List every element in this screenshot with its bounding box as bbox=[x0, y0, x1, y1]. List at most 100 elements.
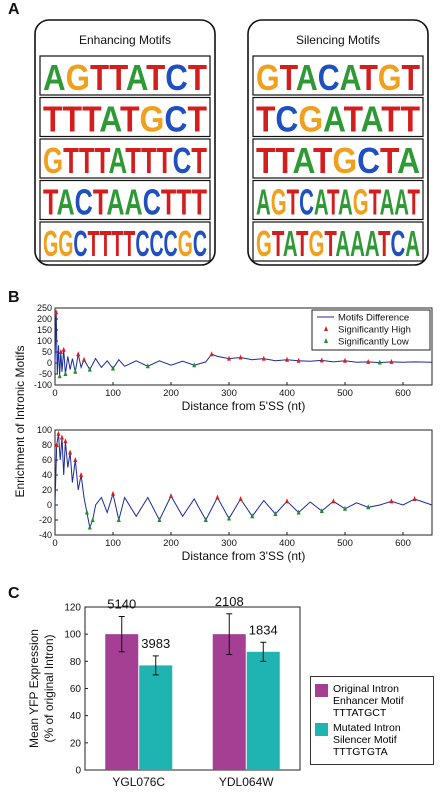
legend-swatch bbox=[315, 684, 328, 697]
marker bbox=[76, 351, 81, 357]
motif: TTTATGCT bbox=[43, 99, 207, 140]
marker bbox=[343, 505, 347, 511]
marker bbox=[57, 373, 62, 379]
x-tick-label: 400 bbox=[279, 538, 295, 549]
marker bbox=[227, 515, 231, 521]
y-tick-label: -20 bbox=[39, 515, 52, 525]
y-tick-label: 100 bbox=[37, 425, 52, 435]
y-tick-label: -100 bbox=[34, 380, 52, 390]
x-tick-label: 200 bbox=[163, 538, 179, 549]
marker bbox=[238, 496, 243, 501]
marker bbox=[84, 509, 89, 515]
marker bbox=[54, 309, 59, 315]
y-tick-label: 20 bbox=[42, 485, 52, 495]
marker bbox=[238, 354, 243, 360]
motif: GTACATGT bbox=[256, 57, 420, 98]
marker bbox=[209, 351, 214, 357]
marker bbox=[273, 511, 278, 516]
marker bbox=[169, 493, 173, 498]
y-tick-label: 120 bbox=[64, 603, 81, 614]
marker bbox=[54, 442, 59, 447]
error-bar bbox=[226, 613, 233, 656]
marker bbox=[63, 371, 68, 376]
panel-label: A bbox=[8, 1, 20, 18]
marker bbox=[389, 358, 394, 364]
motif: TTATGCTA bbox=[256, 140, 420, 181]
error-bar bbox=[118, 616, 125, 653]
y-tick-label: 0 bbox=[47, 500, 52, 510]
marker bbox=[296, 509, 301, 515]
plot-frame bbox=[54, 429, 433, 536]
marker bbox=[319, 508, 324, 513]
marker bbox=[366, 504, 371, 510]
y-tick-label: 80 bbox=[70, 657, 82, 668]
legend-label: Motifs Difference bbox=[338, 313, 409, 324]
line bbox=[54, 312, 433, 377]
y-tick-label: 50 bbox=[42, 347, 52, 357]
legend: Original Intron Enhancer Motif TTTATGCT M… bbox=[310, 676, 434, 765]
x-tick-label: YGL076C bbox=[112, 775, 165, 789]
error-bar bbox=[152, 655, 159, 676]
marker bbox=[111, 365, 115, 371]
y-axis-label: (% of original Intron) bbox=[42, 634, 56, 742]
logo-row bbox=[252, 221, 424, 262]
legend-label: Significantly Low bbox=[338, 337, 409, 348]
x-tick-label: 300 bbox=[221, 388, 237, 399]
marker bbox=[227, 355, 231, 361]
marker bbox=[82, 356, 86, 362]
y-tick-label: 200 bbox=[37, 314, 52, 324]
y-tick-label: 0 bbox=[47, 358, 52, 368]
legend-entry: Mutated Intron Silencer Motif TTTGTGTA bbox=[315, 722, 429, 758]
x-tick-label: 500 bbox=[337, 538, 353, 549]
x-tick-label: 600 bbox=[395, 388, 411, 399]
y-axis-label: Enrichment of Intronic Motifs bbox=[13, 345, 27, 497]
error-bar bbox=[260, 641, 267, 662]
x-axis-label: Distance from 5'SS (nt) bbox=[182, 399, 306, 413]
panel-label: C bbox=[8, 585, 20, 602]
y-tick-label: 40 bbox=[70, 711, 82, 722]
logo-row bbox=[252, 55, 424, 96]
marker bbox=[87, 524, 92, 530]
marker bbox=[116, 517, 121, 522]
motif: GGCTTTTCCCGC bbox=[43, 223, 207, 264]
logo-row bbox=[252, 96, 424, 138]
marker bbox=[412, 496, 417, 501]
logo-row bbox=[252, 179, 424, 221]
legend-label: Significantly High bbox=[338, 325, 411, 336]
count-label: 1834 bbox=[249, 622, 278, 637]
marker bbox=[203, 517, 208, 522]
count-label: 3983 bbox=[141, 636, 170, 651]
x-tick-label: 200 bbox=[163, 388, 179, 399]
y-tick-label: 150 bbox=[37, 325, 52, 335]
logo-row bbox=[39, 138, 211, 179]
marker bbox=[59, 434, 64, 440]
marker bbox=[87, 366, 92, 372]
x-tick-label: 600 bbox=[395, 538, 411, 549]
legend-swatch bbox=[315, 723, 328, 736]
motif: GTATGTAAATCA bbox=[256, 223, 420, 264]
marker bbox=[319, 357, 324, 363]
legend-label: Original Intron Enhancer Motif TTTATGCT bbox=[333, 683, 404, 719]
x-axis-label: Distance from 3'SS (nt) bbox=[182, 549, 306, 563]
y-tick-label: 60 bbox=[42, 455, 52, 465]
y-tick-label: 100 bbox=[64, 630, 81, 641]
logo-row bbox=[39, 179, 211, 221]
marker bbox=[285, 356, 289, 362]
logo-row bbox=[39, 96, 211, 138]
legend-entry: Original Intron Enhancer Motif TTTATGCT bbox=[315, 683, 429, 719]
bar bbox=[212, 634, 246, 770]
marker bbox=[389, 498, 394, 504]
bar bbox=[139, 665, 173, 770]
y-tick-label: -50 bbox=[39, 369, 52, 379]
marker bbox=[157, 517, 162, 522]
motif: GTTTATTTCT bbox=[43, 140, 207, 181]
marker bbox=[261, 355, 266, 361]
marker bbox=[73, 368, 78, 374]
marker bbox=[192, 362, 197, 368]
marker bbox=[285, 498, 289, 504]
x-tick-label: 400 bbox=[279, 388, 295, 399]
marker bbox=[331, 498, 336, 504]
motif: TACTAACTTT bbox=[43, 182, 207, 223]
